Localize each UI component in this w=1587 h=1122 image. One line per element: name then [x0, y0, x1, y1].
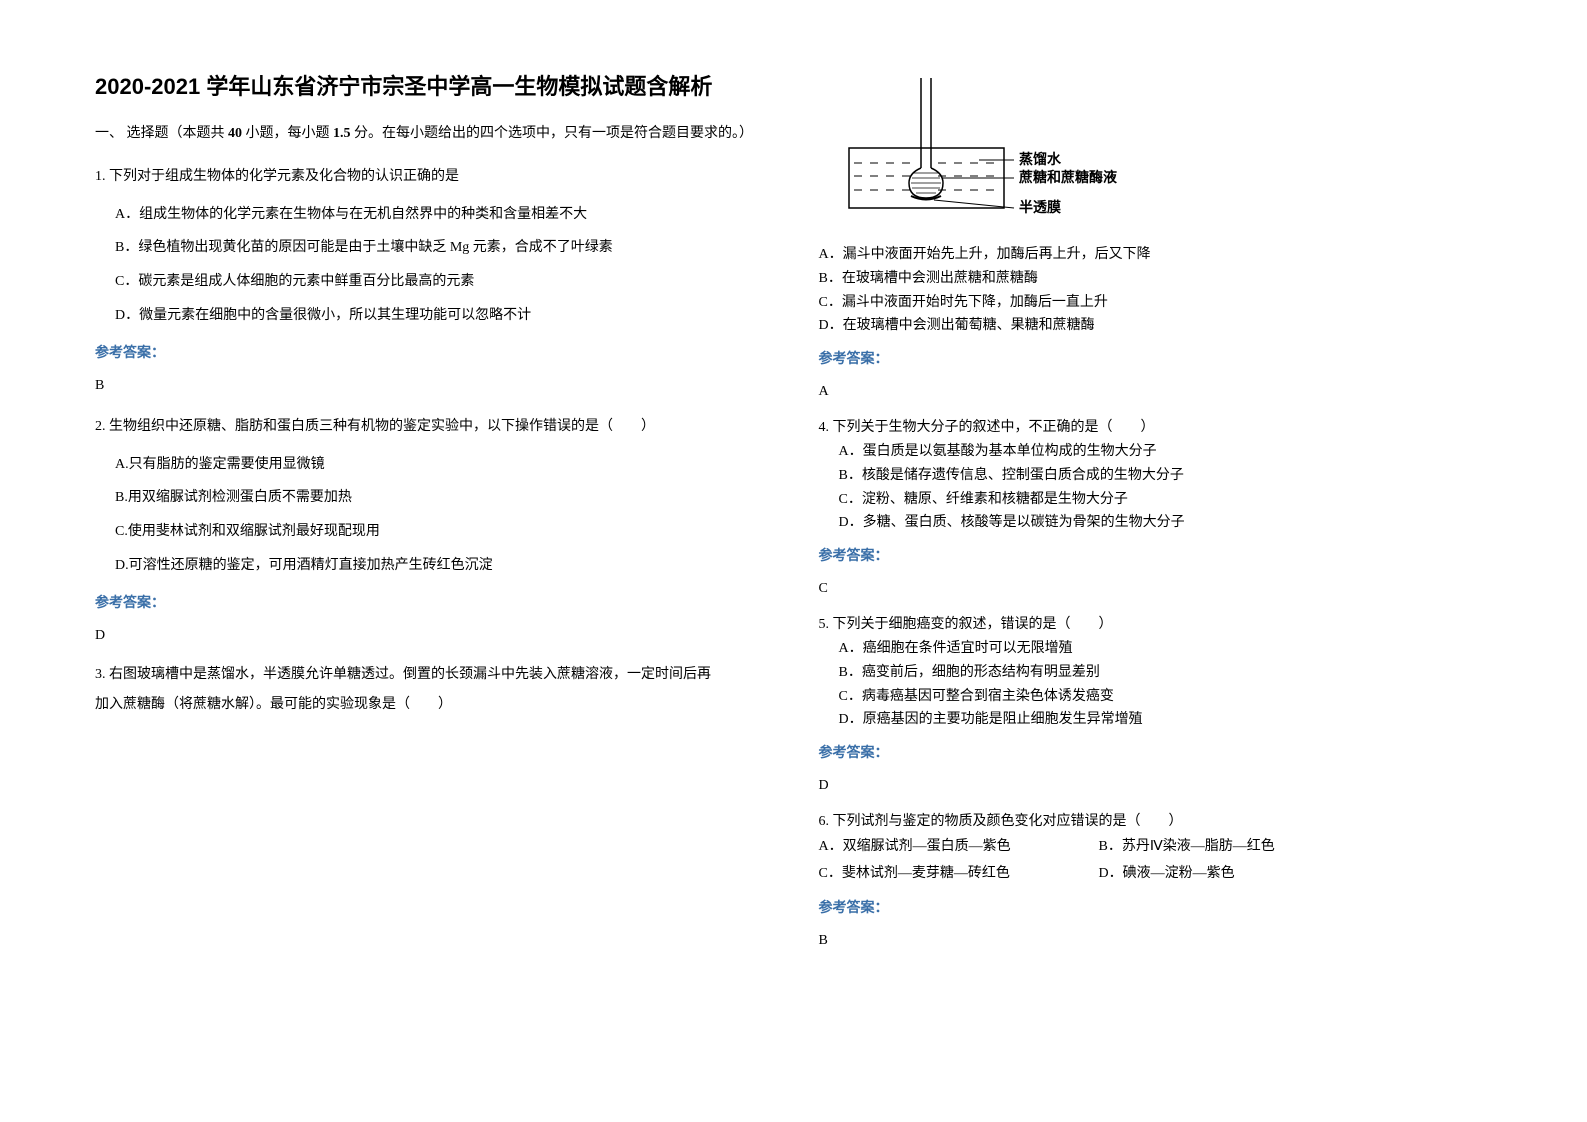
left-column: 2020-2021 学年山东省济宁市宗圣中学高一生物模拟试题含解析 一、 选择题… [95, 70, 769, 965]
water-dashes [854, 163, 999, 190]
q3-option-b: B．在玻璃槽中会测出蔗糖和蔗糖酶 [819, 267, 1493, 291]
q4-answer-label: 参考答案： [819, 543, 1493, 571]
document-title: 2020-2021 学年山东省济宁市宗圣中学高一生物模拟试题含解析 [95, 70, 769, 103]
q6-option-b: B．苏丹Ⅳ染液—脂肪—红色 [1099, 834, 1275, 861]
q6-answer-label: 参考答案： [819, 895, 1493, 923]
q3-answer-label: 参考答案： [819, 346, 1493, 374]
q1-option-a: A．组成生物体的化学元素在生物体与在无机自然界中的种类和含量相差不大 [95, 198, 769, 232]
question-score: 1.5 [333, 126, 351, 141]
q2-option-a: A.只有脂肪的鉴定需要使用显微镜 [95, 448, 769, 482]
q6-row-ab: A．双缩脲试剂—蛋白质—紫色 B．苏丹Ⅳ染液—脂肪—红色 [819, 834, 1493, 861]
q3-diagram: 蒸馏水 蔗糖和蔗糖酶液 半透膜 [844, 78, 1493, 233]
q4-option-a: A．蛋白质是以氨基酸为基本单位构成的生物大分子 [819, 440, 1493, 464]
label-water: 蒸馏水 [1019, 151, 1062, 168]
q1-option-b: B．绿色植物出现黄化苗的原因可能是由于土壤中缺乏 Mg 元素，合成不了叶绿素 [95, 231, 769, 265]
section-1-header: 一、 选择题（本题共 40 小题，每小题 1.5 分。在每小题给出的四个选项中，… [95, 121, 769, 146]
label-sucrose: 蔗糖和蔗糖酶液 [1018, 169, 1118, 186]
q2-option-c: C.使用斐林试剂和双缩脲试剂最好现配现用 [95, 515, 769, 549]
pointer-membrane [934, 200, 1014, 208]
q2-option-b: B.用双缩脲试剂检测蛋白质不需要加热 [95, 481, 769, 515]
right-column: 蒸馏水 蔗糖和蔗糖酶液 半透膜 A．漏斗中液面开始先上升，加酶后再上升，后又下降… [819, 70, 1493, 965]
q2-answer-label: 参考答案： [95, 590, 769, 618]
q4-option-c: C．淀粉、糖原、纤维素和核糖都是生物大分子 [819, 488, 1493, 512]
q4-option-d: D．多糖、蛋白质、核酸等是以碳链为骨架的生物大分子 [819, 511, 1493, 535]
q1-answer-label: 参考答案： [95, 340, 769, 368]
section-prefix: 一、 选择题（本题共 [95, 126, 228, 141]
q5-option-c: C．病毒癌基因可整合到宿主染色体诱发癌变 [819, 685, 1493, 709]
q5-option-b: B．癌变前后，细胞的形态结构有明显差别 [819, 661, 1493, 685]
q5-answer: D [819, 772, 1493, 800]
q5-stem: 5. 下列关于细胞癌变的叙述，错误的是（ ） [819, 613, 1493, 637]
q6-stem: 6. 下列试剂与鉴定的物质及颜色变化对应错误的是（ ） [819, 810, 1493, 834]
q5-option-d: D．原癌基因的主要功能是阻止细胞发生异常增殖 [819, 708, 1493, 732]
q6-option-a: A．双缩脲试剂—蛋白质—紫色 [819, 834, 1099, 861]
section-suffix: 分。在每小题给出的四个选项中，只有一项是符合题目要求的。） [351, 126, 754, 141]
q3-stem-line2: 加入蔗糖酶（将蔗糖水解）。最可能的实验现象是（ ） [95, 690, 769, 719]
q2-answer: D [95, 622, 769, 650]
q4-option-b: B．核酸是储存遗传信息、控制蛋白质合成的生物大分子 [819, 464, 1493, 488]
q6-answer: B [819, 927, 1493, 955]
q3-stem-line1: 3. 右图玻璃槽中是蒸馏水，半透膜允许单糖透过。倒置的长颈漏斗中先装入蔗糖溶液，… [95, 660, 769, 689]
q5-answer-label: 参考答案： [819, 740, 1493, 768]
bulb-hatch [911, 173, 941, 193]
label-membrane: 半透膜 [1019, 199, 1061, 216]
page-container: 2020-2021 学年山东省济宁市宗圣中学高一生物模拟试题含解析 一、 选择题… [0, 0, 1587, 1005]
question-count: 40 [228, 126, 242, 141]
q4-stem: 4. 下列关于生物大分子的叙述中，不正确的是（ ） [819, 416, 1493, 440]
q6-row-cd: C．斐林试剂—麦芽糖—砖红色 D．碘液—淀粉—紫色 [819, 861, 1493, 888]
q1-answer: B [95, 372, 769, 400]
q4-answer: C [819, 575, 1493, 603]
section-mid1: 小题，每小题 [242, 126, 333, 141]
q1-stem: 1. 下列对于组成生物体的化学元素及化合物的认识正确的是 [95, 160, 769, 194]
q1-option-d: D．微量元素在细胞中的含量很微小，所以其生理功能可以忽略不计 [95, 299, 769, 333]
q3-answer: A [819, 378, 1493, 406]
q6-option-c: C．斐林试剂—麦芽糖—砖红色 [819, 861, 1099, 888]
q3-option-c: C．漏斗中液面开始时先下降，加酶后一直上升 [819, 291, 1493, 315]
q3-option-a: A．漏斗中液面开始先上升，加酶后再上升，后又下降 [819, 243, 1493, 267]
q6-option-d: D．碘液—淀粉—紫色 [1099, 861, 1235, 888]
q3-option-d: D．在玻璃槽中会测出葡萄糖、果糖和蔗糖酶 [819, 314, 1493, 338]
funnel-diagram-svg: 蒸馏水 蔗糖和蔗糖酶液 半透膜 [844, 78, 1134, 228]
q1-option-c: C．碳元素是组成人体细胞的元素中鲜重百分比最高的元素 [95, 265, 769, 299]
q2-stem: 2. 生物组织中还原糖、脂肪和蛋白质三种有机物的鉴定实验中，以下操作错误的是（ … [95, 410, 769, 444]
q2-option-d: D.可溶性还原糖的鉴定，可用酒精灯直接加热产生砖红色沉淀 [95, 549, 769, 583]
q5-option-a: A．癌细胞在条件适宜时可以无限增殖 [819, 637, 1493, 661]
